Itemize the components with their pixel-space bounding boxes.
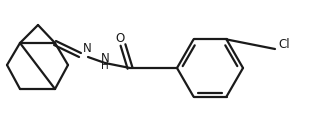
Text: N: N bbox=[83, 41, 92, 55]
Text: H: H bbox=[101, 61, 109, 71]
Text: Cl: Cl bbox=[278, 38, 290, 51]
Text: O: O bbox=[115, 32, 125, 45]
Text: N: N bbox=[101, 53, 109, 65]
